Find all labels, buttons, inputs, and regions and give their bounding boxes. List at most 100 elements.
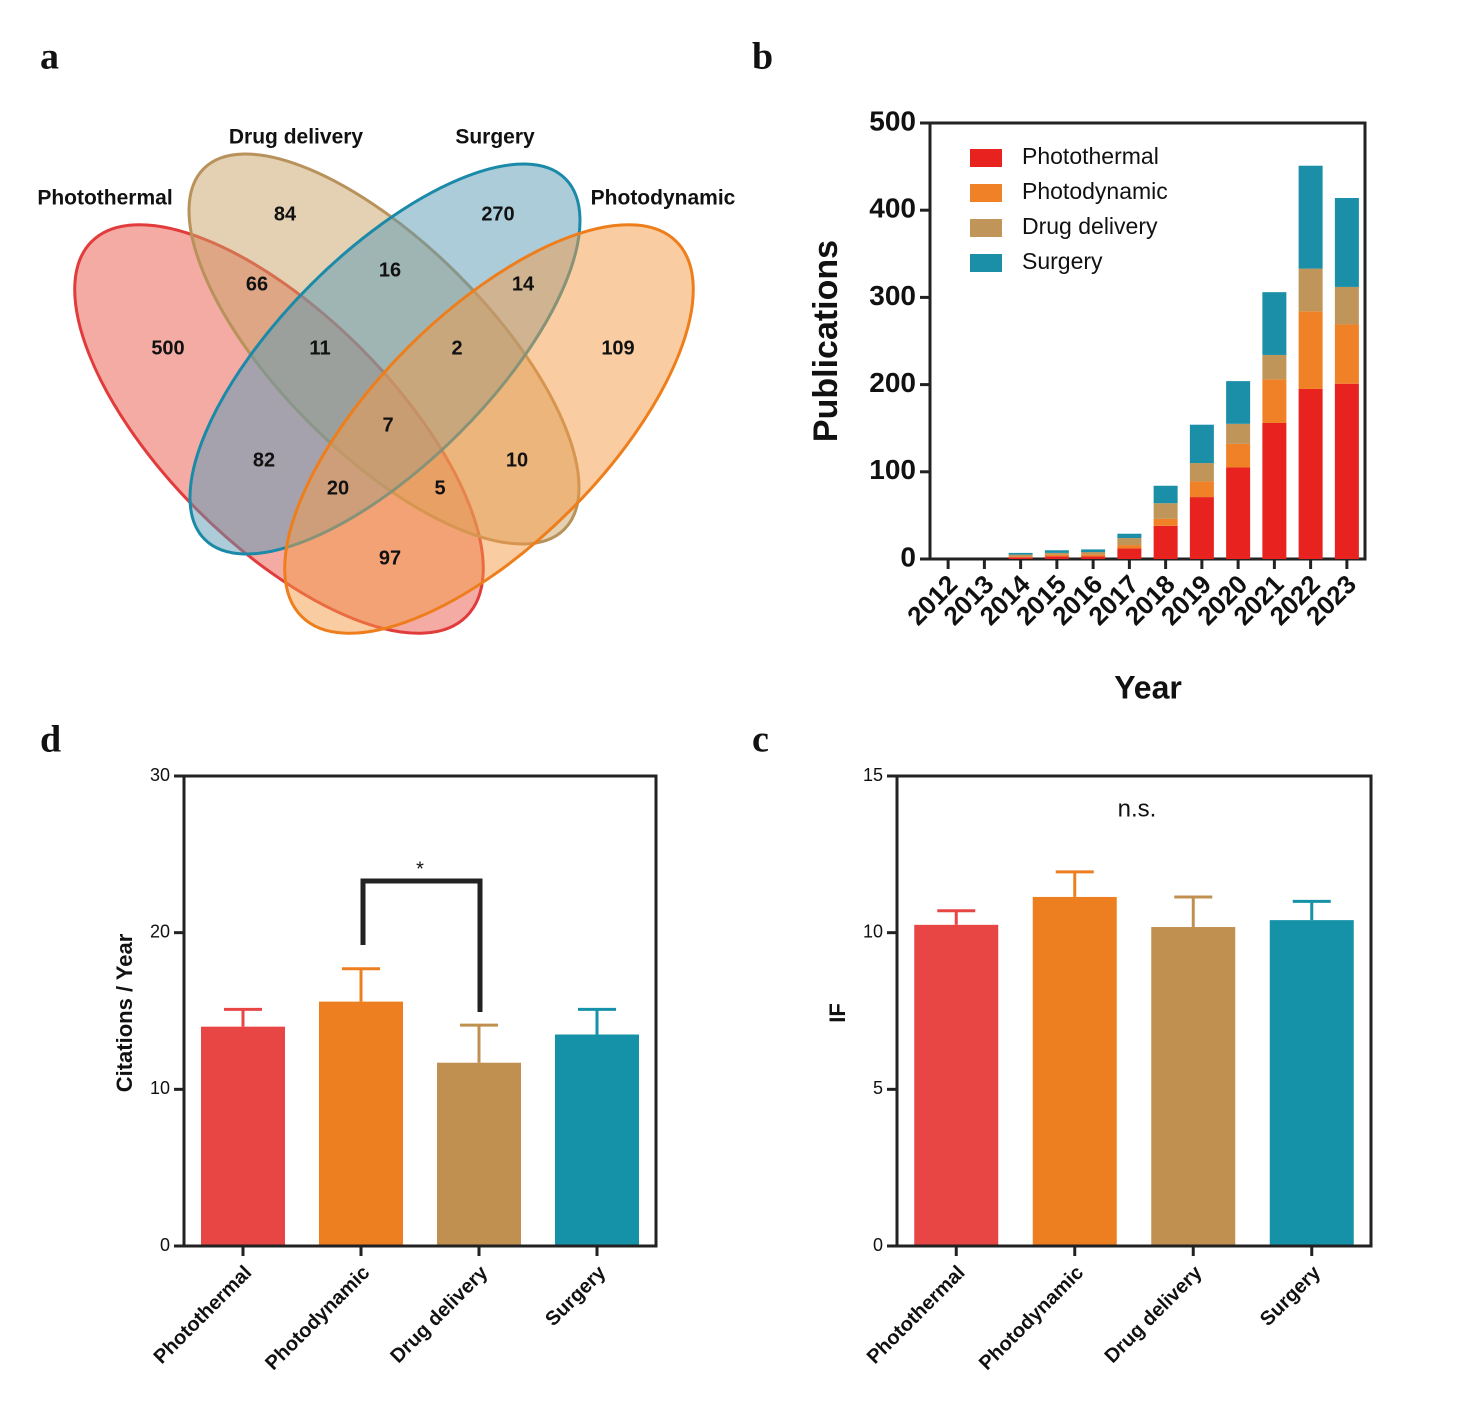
plot-frame bbox=[895, 774, 1373, 1248]
legend-label: Surgery bbox=[1022, 248, 1103, 274]
bar bbox=[1032, 896, 1117, 1245]
x-tick-label: Surgery bbox=[541, 1261, 611, 1331]
set-label: Drug delivery bbox=[229, 126, 364, 149]
bar-segment bbox=[1117, 538, 1142, 546]
bar-segment bbox=[1262, 354, 1287, 380]
x-tick-label: Photodynamic bbox=[261, 1262, 374, 1375]
bar-segment bbox=[1226, 443, 1251, 468]
x-tick-label: Surgery bbox=[1256, 1261, 1326, 1331]
bar bbox=[914, 924, 999, 1245]
x-tick-label: Drug delivery bbox=[386, 1261, 493, 1368]
legend-swatch bbox=[970, 254, 1002, 272]
region-count: 11 bbox=[309, 337, 330, 359]
bar-segment bbox=[1298, 268, 1323, 312]
x-tick-label: Drug delivery bbox=[1101, 1261, 1208, 1368]
bar-segment bbox=[1008, 554, 1033, 557]
bar-segment bbox=[1153, 503, 1178, 519]
region-count: 20 bbox=[327, 477, 349, 499]
y-tick-label: 500 bbox=[869, 105, 916, 136]
legend-swatch bbox=[970, 149, 1002, 167]
region-count: 14 bbox=[512, 273, 535, 295]
x-tick-label: Photodynamic bbox=[975, 1262, 1088, 1375]
plot-frame bbox=[928, 121, 1367, 561]
region-count: 10 bbox=[506, 449, 528, 471]
venn-set bbox=[283, 223, 695, 635]
annotation: n.s. bbox=[1118, 795, 1157, 822]
y-tick-label: 15 bbox=[863, 765, 883, 785]
bar bbox=[555, 1034, 639, 1245]
y-tick-label: 10 bbox=[863, 921, 883, 941]
bar-segment bbox=[1044, 556, 1069, 559]
y-tick-label: 0 bbox=[160, 1235, 170, 1255]
set-label: Photodynamic bbox=[591, 187, 736, 210]
bar-segment bbox=[1117, 533, 1142, 539]
region-count: 66 bbox=[246, 273, 268, 295]
legend-swatch bbox=[970, 219, 1002, 237]
bar-segment bbox=[1081, 556, 1106, 559]
bar-segment bbox=[1044, 554, 1069, 557]
bar-segment bbox=[1298, 388, 1323, 559]
y-tick-label: 5 bbox=[873, 1078, 883, 1098]
bar-segment bbox=[1081, 554, 1106, 557]
bar-segment bbox=[1117, 545, 1142, 549]
bar-segment bbox=[1298, 311, 1323, 389]
bar-segment bbox=[1153, 485, 1178, 504]
region-count: 5 bbox=[434, 477, 445, 499]
bar-segment bbox=[1334, 286, 1359, 325]
region-count: 2 bbox=[451, 337, 462, 359]
legend-swatch bbox=[970, 184, 1002, 202]
legend-label: Photothermal bbox=[1022, 143, 1159, 169]
panel-label: d bbox=[40, 719, 61, 761]
bar-segment bbox=[1044, 550, 1069, 553]
annotation: * bbox=[416, 858, 424, 880]
y-tick-label: 30 bbox=[150, 765, 170, 785]
bar bbox=[1151, 927, 1236, 1245]
panel-label: a bbox=[40, 36, 59, 78]
bar-segment bbox=[1262, 422, 1287, 559]
bar-segment bbox=[1008, 552, 1033, 555]
bar-segment bbox=[1081, 549, 1106, 553]
y-tick-label: 0 bbox=[873, 1235, 883, 1255]
panel-label: c bbox=[752, 719, 769, 761]
bar-segment bbox=[1189, 424, 1214, 464]
bar-segment bbox=[1189, 481, 1214, 498]
bar-segment bbox=[1226, 467, 1251, 559]
significance-bracket bbox=[360, 878, 483, 1012]
y-tick-label: 10 bbox=[150, 1078, 170, 1098]
bar-segment bbox=[1153, 525, 1178, 559]
panel-label: b bbox=[752, 36, 773, 78]
y-tick-label: 20 bbox=[150, 921, 170, 941]
x-tick-label: Photothermal bbox=[863, 1262, 970, 1369]
x-tick-label: Photothermal bbox=[150, 1262, 257, 1369]
set-label: Surgery bbox=[455, 126, 535, 149]
y-tick-label: 100 bbox=[869, 454, 916, 485]
bar-segment bbox=[1044, 552, 1069, 555]
set-label: Photothermal bbox=[37, 187, 172, 210]
region-count: 16 bbox=[379, 259, 401, 281]
bar-segment bbox=[1334, 197, 1359, 287]
bar-segment bbox=[1262, 379, 1287, 423]
y-axis-title: IF bbox=[825, 1003, 850, 1023]
bar bbox=[1269, 920, 1354, 1245]
region-count: 109 bbox=[601, 337, 634, 359]
legend-label: Drug delivery bbox=[1022, 213, 1158, 239]
bar bbox=[201, 1026, 285, 1245]
bar-segment bbox=[1008, 557, 1033, 559]
region-count: 270 bbox=[481, 203, 514, 225]
bar-segment bbox=[1334, 383, 1359, 559]
bar bbox=[437, 1062, 521, 1245]
y-tick-label: 0 bbox=[900, 541, 916, 572]
region-count: 500 bbox=[151, 337, 184, 359]
bar-segment bbox=[1153, 518, 1178, 526]
bar-segment bbox=[1117, 548, 1142, 559]
y-tick-label: 300 bbox=[869, 280, 916, 311]
y-axis-title: Citations / Year bbox=[112, 933, 137, 1092]
region-count: 82 bbox=[253, 449, 275, 471]
region-count: 97 bbox=[379, 547, 401, 569]
bar-segment bbox=[1189, 497, 1214, 559]
bar-segment bbox=[1226, 381, 1251, 424]
region-count: 7 bbox=[382, 414, 393, 436]
bar-segment bbox=[1008, 556, 1033, 558]
x-axis-title: Year bbox=[1114, 669, 1182, 705]
